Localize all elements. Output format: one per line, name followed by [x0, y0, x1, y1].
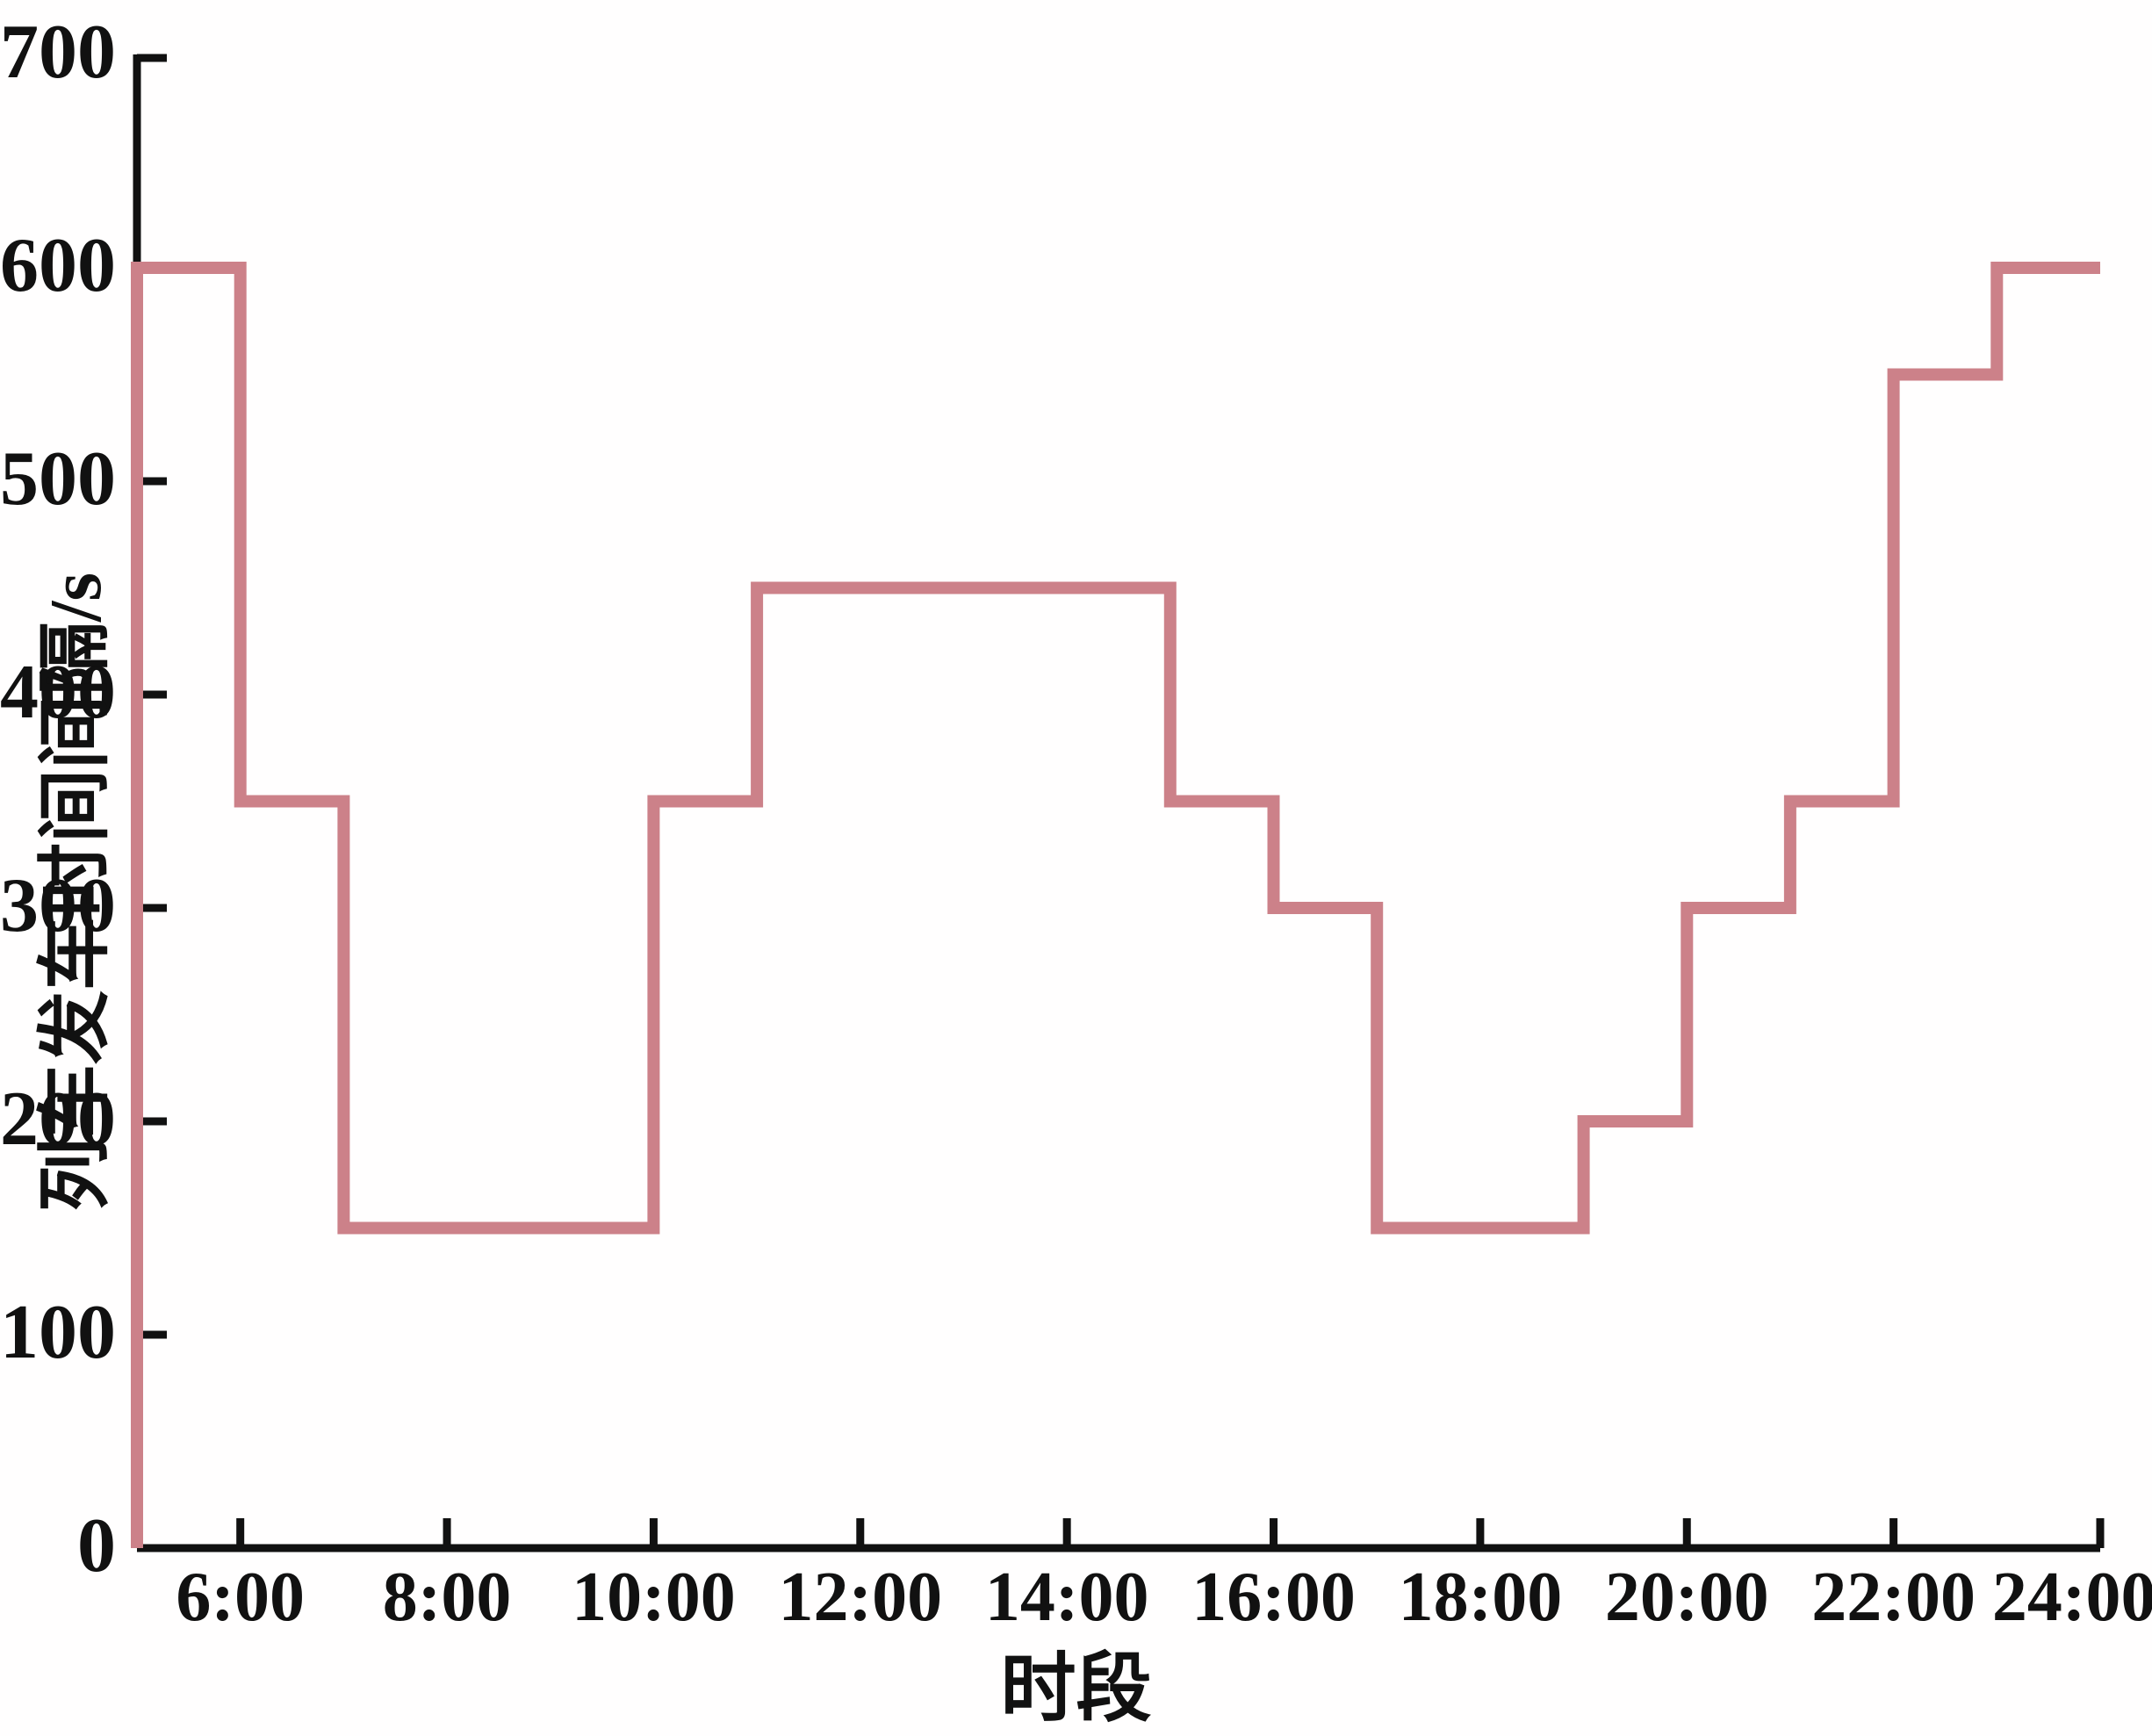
x-axis-tick-label: 8:00: [382, 1559, 512, 1636]
y-axis-tick-label: 300: [0, 863, 116, 948]
x-axis-tick-label: 20:00: [1604, 1559, 1769, 1636]
x-axis-tick-label: 18:00: [1398, 1559, 1563, 1636]
y-axis-title: 列车发车时间间隔/s: [35, 572, 117, 1212]
y-axis-tick-label: 0: [77, 1503, 116, 1588]
y-axis-tick-label: 100: [0, 1290, 116, 1375]
x-axis-tick-label: 22:00: [1811, 1559, 1976, 1636]
y-axis-tick-label: 200: [0, 1077, 116, 1162]
x-axis-tick-label: 14:00: [984, 1559, 1149, 1636]
x-axis-tick-label: 10:00: [572, 1559, 736, 1636]
y-axis-tick-label: 400: [0, 650, 116, 735]
x-axis-ticks: [236, 1518, 2105, 1548]
y-axis-tick-label: 600: [0, 223, 116, 308]
y-axis-tick-label: 500: [0, 436, 116, 522]
x-axis-title: 时段: [1000, 1646, 1152, 1731]
y-axis-tick-label: 700: [0, 10, 116, 95]
x-axis-tick-label: 24:00: [1991, 1559, 2152, 1636]
x-axis-tick-label: 16:00: [1191, 1559, 1356, 1636]
x-axis-tick-label: 6:00: [176, 1559, 305, 1636]
series-step-line: [131, 262, 2100, 1548]
x-axis-tick-label: 12:00: [778, 1559, 943, 1636]
